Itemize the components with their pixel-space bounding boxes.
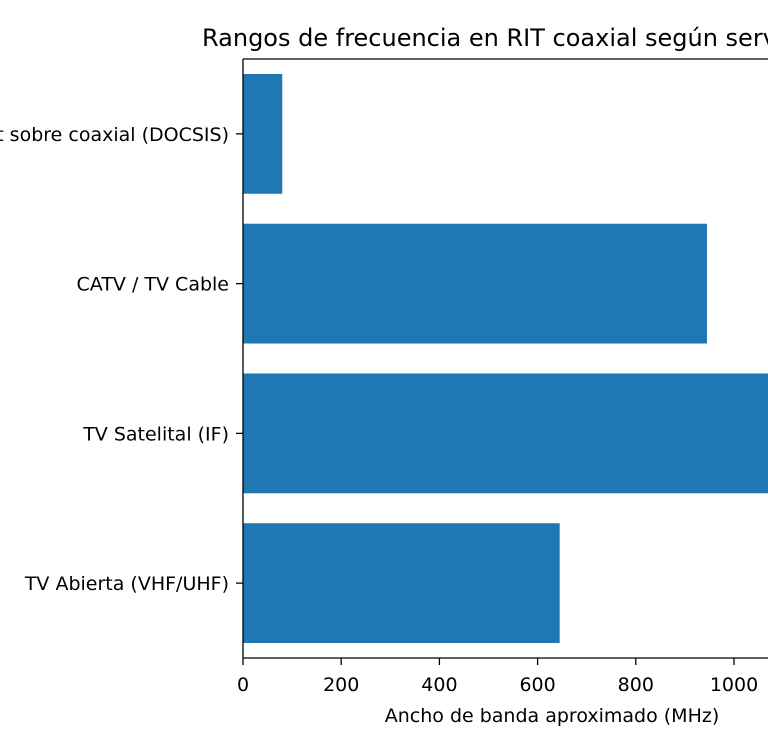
x-axis-ticks: 0 200 400 600 800 1000 [237, 658, 758, 696]
y-tick-label: Internet sobre coaxial (DOCSIS) [0, 124, 229, 146]
x-tick-label: 0 [237, 674, 249, 696]
bar [243, 223, 707, 344]
y-axis-ticks: Internet sobre coaxial (DOCSIS) CATV / TV… [0, 124, 243, 595]
y-tick-label: CATV / TV Cable [77, 274, 229, 296]
x-tick-label: 800 [618, 674, 654, 696]
x-tick-label: 1000 [710, 674, 758, 696]
x-tick-label: 600 [519, 674, 555, 696]
x-tick-label: 200 [323, 674, 359, 696]
bar [243, 73, 283, 194]
x-tick-label: 400 [421, 674, 457, 696]
chart-title: Rangos de frecuencia en RIT coaxial segú… [202, 24, 768, 52]
bar [243, 373, 768, 494]
bar [243, 523, 560, 644]
x-axis-label: Ancho de banda aproximado (MHz) [385, 705, 720, 727]
y-tick-label: TV Abierta (VHF/UHF) [24, 573, 229, 595]
y-tick-label: TV Satelital (IF) [82, 423, 229, 445]
bars-group [243, 73, 768, 644]
